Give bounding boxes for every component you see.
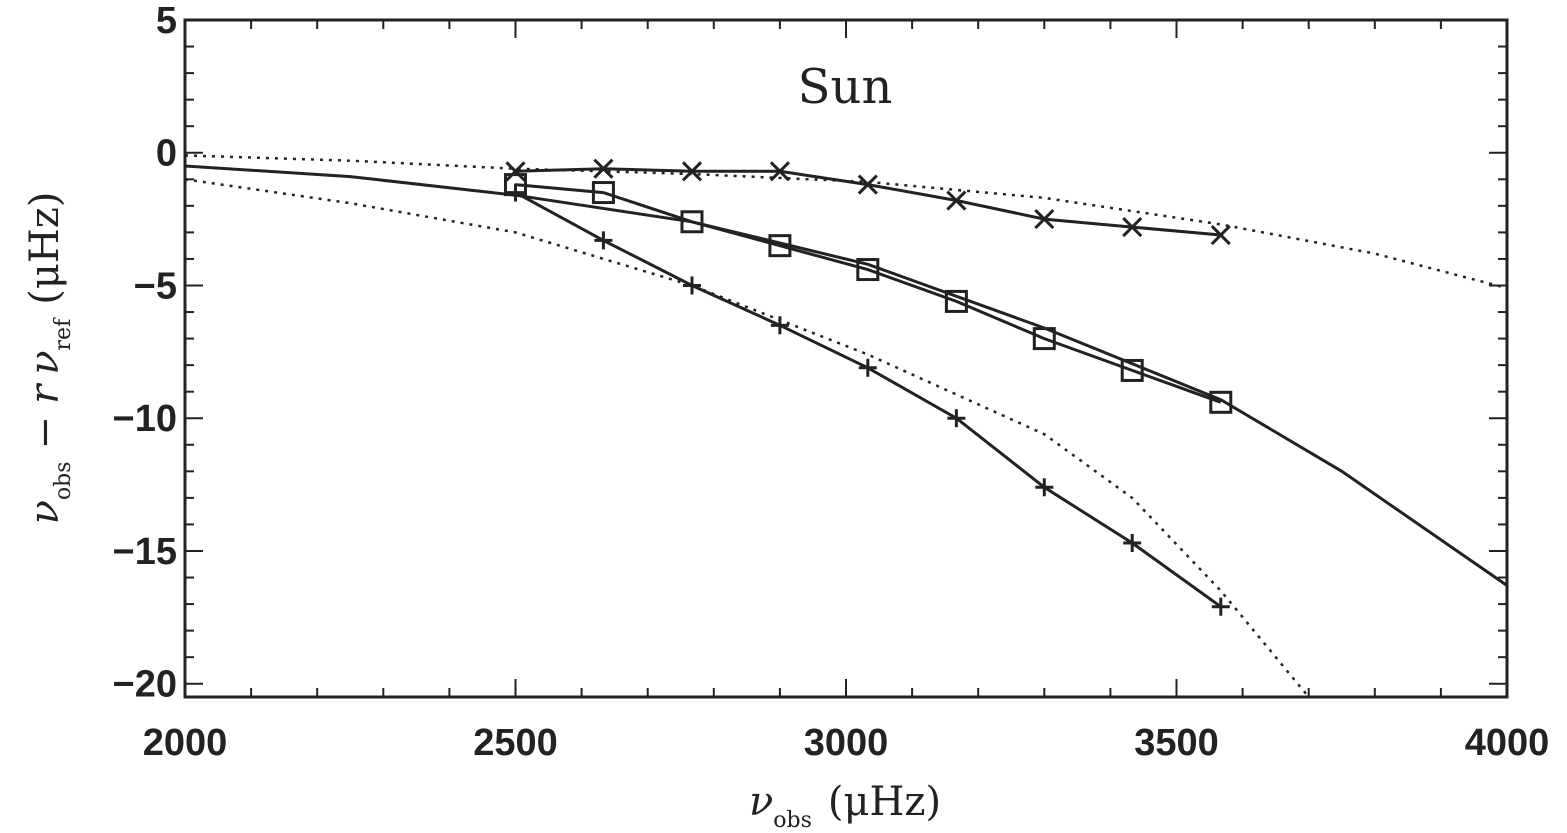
y-tick-label: 0 [156, 133, 177, 175]
marker-plus [506, 183, 525, 202]
marker-x [681, 161, 703, 182]
series-lines [185, 154, 1507, 697]
marker-plus [1211, 597, 1230, 616]
y-tick-label: −10 [113, 398, 177, 440]
marker-square [944, 289, 968, 313]
x-tick-label: 2000 [143, 722, 228, 764]
y-tick-label: −15 [113, 531, 177, 573]
marker-x [857, 174, 878, 195]
y-axis-label-nu2: ν [22, 350, 68, 374]
series-line-5 [185, 154, 1507, 290]
marker-square [1209, 390, 1233, 414]
x-axis-label-sub: obs [773, 808, 812, 833]
x-tick-label: 4000 [1465, 722, 1550, 764]
marker-x [505, 161, 526, 182]
x-tick-label: 2500 [473, 722, 558, 764]
marker-square [591, 181, 615, 205]
marker-plus [1035, 478, 1054, 497]
series-line-4 [185, 164, 1507, 587]
y-tick-label: −5 [134, 265, 177, 307]
y-axis-label-op: − [22, 416, 68, 450]
x-axis-label: νobs (μHz) [749, 779, 941, 833]
x-tick-label: 3000 [804, 722, 889, 764]
marker-plus [1123, 534, 1142, 553]
y-tick-labels: 5 0 −5 −10 −15 −20 [113, 0, 177, 706]
marker-x [1122, 217, 1143, 238]
y-axis-label-sub1: obs [51, 461, 76, 500]
x-tick-labels: 2000 2500 3000 3500 4000 [143, 722, 1550, 764]
y-axis-label-unit: (μHz) [22, 192, 68, 305]
marker-square [1032, 327, 1056, 351]
x-axis-label-symbol: ν [749, 779, 773, 825]
series-markers [504, 158, 1233, 616]
marker-x [1210, 224, 1231, 246]
marker-plus [947, 409, 966, 428]
series-line-6 [185, 178, 1310, 697]
y-axis-label-sub2: ref [51, 317, 76, 351]
marker-plus [594, 231, 613, 250]
marker-x [593, 158, 614, 179]
y-axis-label-r: r [22, 382, 68, 404]
x-tick-label: 3500 [1134, 722, 1219, 764]
marker-plus [682, 276, 701, 295]
series-line-1 [515, 167, 1221, 237]
marker-x [1034, 209, 1055, 230]
x-axis-label-unit: (μHz) [828, 779, 941, 825]
y-axis-label-nu1: ν [22, 500, 68, 524]
y-tick-label: 5 [156, 0, 177, 42]
marker-plus [858, 358, 877, 377]
marker-square [1120, 358, 1144, 382]
marker-x [769, 161, 790, 182]
y-axis-label: νobs−rνref(μHz) [22, 192, 76, 525]
marker-square [856, 258, 880, 282]
marker-x [946, 190, 967, 211]
y-tick-label: −20 [113, 664, 177, 706]
marker-square [768, 234, 792, 258]
axis-ticks [184, 19, 1508, 697]
marker-plus [770, 316, 789, 335]
chart-title: Sun [798, 59, 893, 115]
series-line-3 [514, 191, 1222, 608]
series-line-2 [515, 183, 1222, 404]
marker-square [680, 210, 704, 234]
